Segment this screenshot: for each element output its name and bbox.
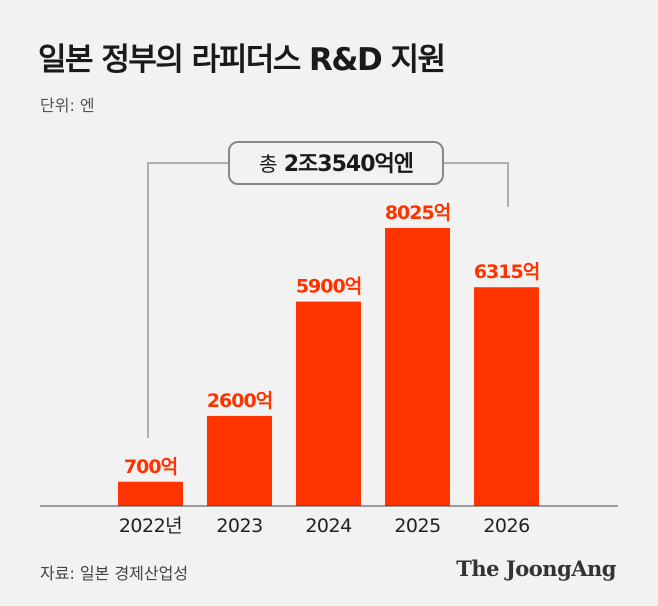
bar-2024 — [296, 301, 361, 506]
value-label: 5900억 — [296, 276, 361, 298]
tick-label: 2023 — [216, 515, 262, 537]
bar-2026 — [474, 287, 539, 506]
tick-label: 2022년 — [119, 515, 182, 537]
bars-group — [118, 228, 539, 506]
bar-2023 — [207, 415, 272, 506]
total-box: 총 2조3540억엔 — [228, 141, 444, 185]
tick-label: 2025 — [394, 515, 440, 537]
value-label: 6315억 — [474, 261, 539, 283]
bar-2022년 — [118, 481, 183, 506]
bar-2025 — [385, 228, 450, 506]
publisher-logo: The JoongAng — [456, 556, 616, 581]
value-label: 2600억 — [207, 390, 272, 412]
unit-label: 단위: 엔 — [40, 96, 95, 115]
total-label: 총 2조3540억엔 — [259, 152, 413, 177]
value-label: 8025억 — [385, 202, 450, 224]
tick-labels-group: 2022년 2023 2024 2025 2026 — [119, 515, 530, 537]
total-bracket — [147, 162, 509, 438]
source-note: 자료: 일본 경제산업성 — [40, 564, 189, 583]
tick-label: 2026 — [483, 515, 529, 537]
total-box-border — [228, 141, 444, 185]
value-label: 700억 — [124, 456, 177, 478]
chart-title: 일본 정부의 라피더스 R&D 지원 — [38, 42, 446, 78]
tick-label: 2024 — [305, 515, 352, 537]
value-labels-group: 700억 2600억 5900억 8025억 6315억 — [124, 202, 540, 478]
bracket-left — [147, 162, 229, 438]
bracket-right — [443, 162, 509, 207]
